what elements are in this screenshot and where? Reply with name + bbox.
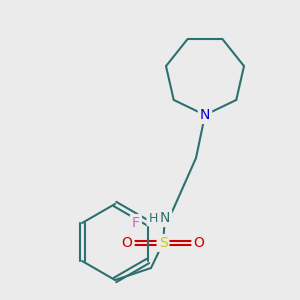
Text: O: O — [122, 236, 132, 250]
Text: F: F — [132, 216, 140, 230]
Text: N: N — [200, 108, 210, 122]
Text: S: S — [159, 236, 167, 250]
Text: N: N — [160, 211, 170, 225]
Text: H: H — [148, 212, 158, 224]
Text: O: O — [194, 236, 204, 250]
